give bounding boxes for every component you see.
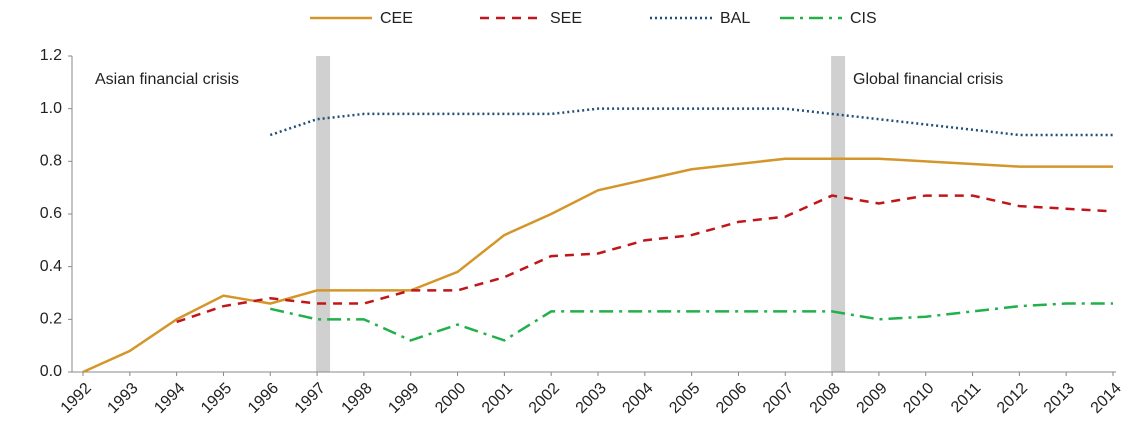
band-label: Asian financial crisis (95, 71, 239, 88)
band-label: Global financial crisis (853, 71, 1003, 88)
y-tick-label: 0.0 (40, 363, 62, 380)
x-tick-label: 2001 (479, 380, 516, 417)
x-tick-label: 2010 (900, 380, 937, 417)
x-tick-label: 2011 (948, 380, 984, 416)
y-tick-label: 1.2 (40, 47, 62, 64)
legend-label: CIS (850, 10, 877, 27)
x-tick-label: 2006 (713, 380, 750, 417)
x-tick-label: 2007 (760, 380, 797, 417)
legend-label: SEE (550, 10, 582, 27)
x-tick-label: 1995 (198, 380, 235, 417)
y-tick-label: 1.0 (40, 100, 62, 117)
x-tick-label: 1996 (245, 380, 282, 417)
x-tick-label: 2009 (854, 380, 891, 417)
y-tick-label: 0.2 (40, 311, 62, 328)
legend-label: CEE (380, 10, 413, 27)
x-tick-label: 1992 (58, 380, 95, 417)
x-tick-label: 1998 (339, 380, 376, 417)
x-tick-label: 2014 (1088, 380, 1125, 417)
y-tick-label: 0.6 (40, 205, 62, 222)
crisis-band (831, 56, 846, 372)
x-tick-label: 1993 (104, 380, 141, 417)
x-tick-label: 2004 (619, 380, 656, 417)
x-tick-label: 2002 (526, 380, 563, 417)
y-tick-label: 0.4 (40, 258, 62, 275)
x-tick-label: 1994 (151, 380, 188, 417)
series-line (269, 107, 1113, 137)
series-line (82, 157, 1113, 374)
series-line (269, 302, 1113, 342)
x-tick-label: 2000 (432, 380, 469, 417)
x-tick-label: 2008 (807, 380, 844, 417)
x-tick-label: 2003 (573, 380, 610, 417)
x-tick-label: 2013 (1041, 380, 1078, 417)
x-tick-label: 1999 (385, 380, 422, 417)
series-line (176, 194, 1114, 324)
crisis-band (316, 56, 331, 372)
x-tick-label: 1997 (292, 380, 329, 417)
y-tick-label: 0.8 (40, 153, 62, 170)
x-tick-label: 2012 (994, 380, 1031, 417)
legend-label: BAL (720, 10, 750, 27)
x-tick-label: 2005 (666, 380, 703, 417)
